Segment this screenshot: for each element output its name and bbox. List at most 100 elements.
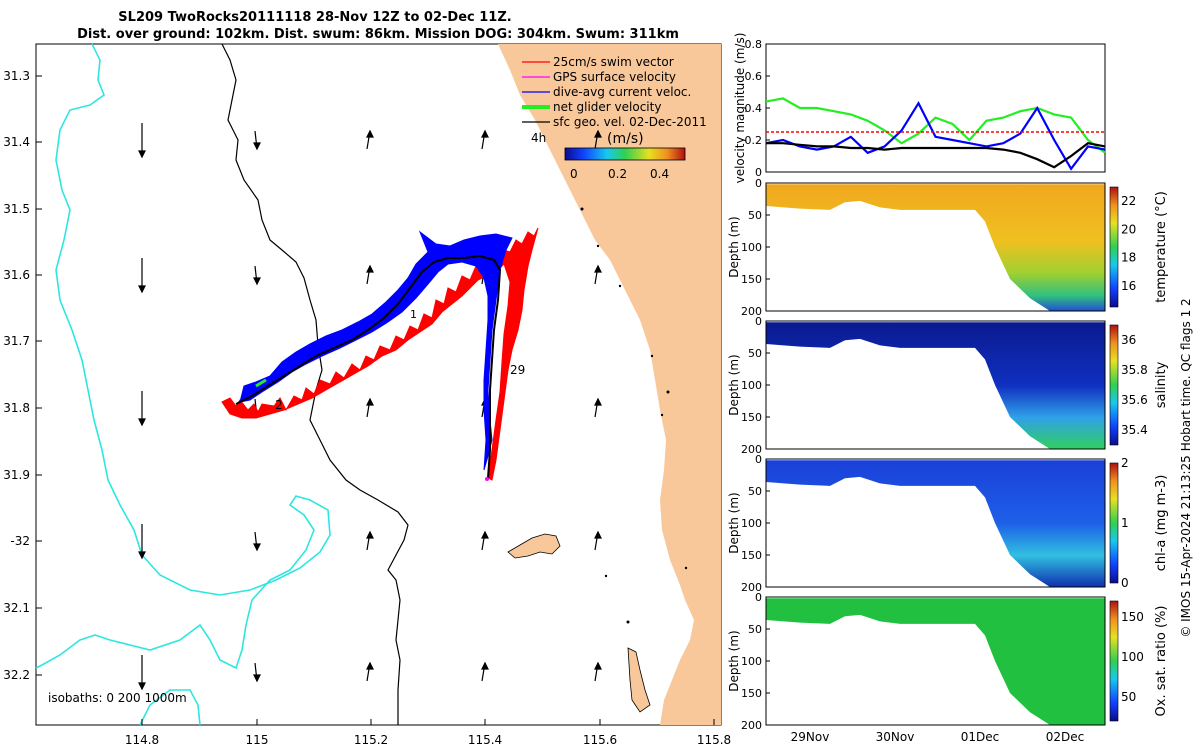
geo-arrow-head [594, 397, 602, 406]
velocity-y-tick-label: 0.8 [745, 38, 763, 51]
geo-arrow-head [366, 129, 374, 138]
legend-swim: 25cm/s swim vector [553, 55, 674, 69]
colorbar-tick-label: 35.4 [1121, 423, 1148, 437]
colorbar-tick-label: 20 [1121, 222, 1136, 236]
coastline-land [498, 44, 721, 725]
geo-arrow-head [253, 674, 261, 683]
geo-arrow-head [253, 543, 261, 552]
geo-arrow-head [481, 661, 489, 670]
geo-arrow-head [138, 551, 146, 560]
depth-tick-label: 50 [748, 623, 762, 636]
map-x-tick-label: 115.8 [697, 733, 731, 747]
velocity-ylabel: velocity magnitude (m/s) [733, 33, 747, 184]
credit-text: © IMOS 15-Apr-2024 21:13:25 [1179, 455, 1193, 638]
geo-arrow-head [366, 661, 374, 670]
colorbar-tick-1: 0.2 [608, 167, 627, 181]
glider-track [235, 254, 502, 479]
map-x-tick-label: 115.2 [354, 733, 388, 747]
speed-colorbar [564, 147, 686, 161]
map-y-tick-label: 32.1 [3, 601, 30, 615]
day-label-2: 2 [275, 398, 283, 412]
geo-arrow-head [253, 277, 261, 286]
map-x-ticks: 114.8 115 115.2 115.4 115.6 115.8 [125, 719, 731, 747]
geo-arrow-head [138, 682, 146, 691]
velocity-lines [765, 97, 1106, 171]
colorbar-tick-label: 36 [1121, 333, 1136, 347]
depth-tick-label: 200 [741, 305, 762, 318]
depth-tick-label: 200 [741, 719, 762, 732]
colorbar-tick-label: 35.8 [1121, 363, 1148, 377]
velocity-y-tick-label: 0 [755, 166, 762, 179]
geo-arrow-head [138, 285, 146, 294]
depth-tick-label: 50 [748, 347, 762, 360]
depth-tick-label: 150 [741, 411, 762, 424]
geo-arrow-head [594, 661, 602, 670]
colorbar-tick-label: 0 [1121, 576, 1129, 590]
colorbar-label: chl-a (mg m-3) [1154, 475, 1169, 572]
map-y-tick-label: 31.6 [3, 268, 30, 282]
depth-axis-label: Depth (m) [727, 630, 741, 691]
depth-tick-label: 100 [741, 379, 762, 392]
section-panel: 35.4 35.6 35.8 36 salinity 0 50 100 150 200 Depth … [727, 315, 1169, 456]
map-y-tick-label: 31.9 [3, 468, 30, 482]
section-data-field [766, 184, 1105, 311]
colorbar-tick-label: 50 [1121, 690, 1136, 704]
geo-arrow-head [366, 264, 374, 273]
map-y-tick-label: 31.4 [3, 135, 30, 149]
colorbar-tick-label: 22 [1121, 194, 1136, 208]
depth-tick-label: 150 [741, 549, 762, 562]
depth-axis-label: Depth (m) [727, 354, 741, 415]
depth-tick-label: 100 [741, 517, 762, 530]
depth-tick-label: 100 [741, 655, 762, 668]
depth-tick-label: 0 [755, 591, 762, 604]
velocity-series-line [765, 100, 1106, 171]
geo-arrow-head [366, 530, 374, 539]
colorbar-label: salinity [1154, 361, 1169, 408]
end-point [485, 477, 489, 481]
qc-text: Hobart time. QC flags 1 2 [1179, 298, 1193, 451]
depth-tick-label: 50 [748, 209, 762, 222]
geo-arrow-head [253, 142, 261, 151]
depth-tick-label: 150 [741, 687, 762, 700]
title-line-2: Dist. over ground: 102km. Dist. swum: 86… [77, 27, 679, 42]
depth-tick-label: 0 [755, 315, 762, 328]
legend-gps: GPS surface velocity [553, 70, 676, 84]
colorbar-label: Ox. sat. ratio (%) [1154, 606, 1169, 717]
island [507, 533, 561, 559]
section-colorbar [1109, 186, 1119, 308]
map-x-tick-label: 114.8 [125, 733, 159, 747]
colorbar-tick-label: 18 [1121, 251, 1136, 265]
colorbar-tick-label: 16 [1121, 279, 1136, 293]
map-legend: 25cm/s swim vector GPS surface velocity … [522, 55, 707, 181]
geo-arrow-head [138, 418, 146, 427]
section-data-field [766, 460, 1105, 587]
colorbar-tick-2: 0.4 [650, 167, 669, 181]
map-x-tick-label: 115.4 [468, 733, 502, 747]
geo-arrow-head [366, 397, 374, 406]
geo-arrow-head [594, 264, 602, 273]
colorbar-tick-label: 1 [1121, 516, 1129, 530]
colorbar-title: (m/s) [607, 131, 644, 147]
legend-net: net glider velocity [553, 100, 661, 114]
velocity-y-tick-label: 0.6 [745, 70, 763, 83]
colorbar-label: temperature (°C) [1154, 191, 1169, 303]
geo-arrow-head [594, 530, 602, 539]
day-label-29: 29 [510, 363, 525, 377]
coast-islets [580, 207, 688, 624]
map-y-tick-label: 31.3 [3, 69, 30, 83]
colorbar-tick-0: 0 [570, 167, 578, 181]
net-velocity-start [255, 378, 267, 388]
depth-axis-label: Depth (m) [727, 492, 741, 553]
peninsula [627, 647, 651, 713]
legend-time-label: 4h [531, 131, 546, 145]
depth-tick-label: 200 [741, 443, 762, 456]
velocity-series-line [766, 142, 1106, 169]
time-tick-1: 30Nov [876, 730, 915, 744]
map-y-ticks: 31.3 31.4 31.5 31.6 31.7 31.8 31.9 -32 32.1 32.2 [3, 69, 42, 682]
section-colorbar [1109, 600, 1119, 722]
colorbar-tick-label: 2 [1121, 456, 1129, 470]
depth-axis-label: Depth (m) [727, 216, 741, 277]
map-x-tick-label: 115.6 [583, 733, 617, 747]
colorbar-tick-label: 35.6 [1121, 393, 1148, 407]
